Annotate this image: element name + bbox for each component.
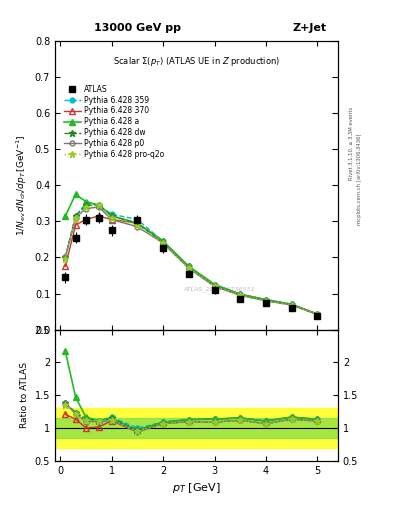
- Text: 13000 GeV pp: 13000 GeV pp: [94, 23, 181, 33]
- Text: Scalar $\Sigma(p_T)$ (ATLAS UE in $Z$ production): Scalar $\Sigma(p_T)$ (ATLAS UE in $Z$ pr…: [113, 55, 280, 69]
- Text: ATLAS_2019_I1736531: ATLAS_2019_I1736531: [184, 286, 255, 292]
- X-axis label: $p_T$ [GeV]: $p_T$ [GeV]: [172, 481, 221, 495]
- Y-axis label: Ratio to ATLAS: Ratio to ATLAS: [20, 362, 29, 428]
- Y-axis label: $1/N_{\rm ev}\,dN_{\rm ch}/dp_T\,[\rm GeV^{-1}]$: $1/N_{\rm ev}\,dN_{\rm ch}/dp_T\,[\rm Ge…: [15, 135, 29, 236]
- Text: Z+Jet: Z+Jet: [292, 23, 326, 33]
- Text: mcplots.cern.ch [arXiv:1306.3436]: mcplots.cern.ch [arXiv:1306.3436]: [357, 134, 362, 225]
- Text: Rivet 3.1.10, ≥ 3.3M events: Rivet 3.1.10, ≥ 3.3M events: [349, 106, 354, 180]
- Legend: ATLAS, Pythia 6.428 359, Pythia 6.428 370, Pythia 6.428 a, Pythia 6.428 dw, Pyth: ATLAS, Pythia 6.428 359, Pythia 6.428 37…: [62, 82, 166, 161]
